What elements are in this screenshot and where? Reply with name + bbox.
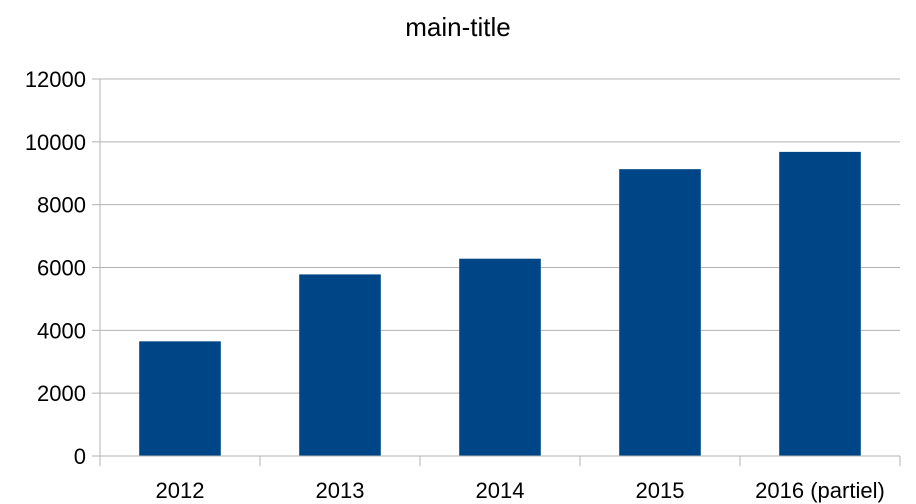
y-tick-label: 4000 <box>37 318 86 343</box>
y-tick-label: 8000 <box>37 193 86 218</box>
bar-2013 <box>299 274 381 456</box>
y-tick-label: 12000 <box>25 67 86 92</box>
bar-2015 <box>619 169 701 456</box>
x-tick-label: 2015 <box>636 478 685 503</box>
y-tick-label: 10000 <box>25 130 86 155</box>
y-tick-label: 2000 <box>37 381 86 406</box>
bars <box>139 151 861 457</box>
bar-2014 <box>459 258 541 456</box>
x-tick-label: 2014 <box>476 478 525 503</box>
tick-labels: 0 2000 4000 6000 8000 10000 12000 2012 2013 2014 2… <box>25 67 885 503</box>
x-tick-label: 2013 <box>316 478 365 503</box>
x-tick-label: 2016 (partiel) <box>755 478 885 503</box>
x-tick-label: 2012 <box>156 478 205 503</box>
bar-2012 <box>139 341 221 456</box>
bar-2016-partiel <box>779 151 861 457</box>
y-tick-label: 0 <box>74 444 86 469</box>
y-tick-label: 6000 <box>37 256 86 281</box>
axes <box>92 78 901 466</box>
chart-title: main-title <box>405 12 510 42</box>
